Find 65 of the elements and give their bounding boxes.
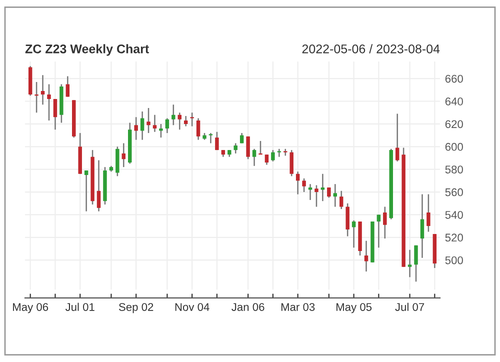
x-tick-label: Jul 01 [65, 302, 94, 311]
x-tick-label: May 06 [13, 303, 48, 314]
y-tick-label: 580 [445, 166, 463, 174]
y-tick-label: 540 [445, 210, 463, 219]
candlestick [165, 118, 170, 134]
candlestick [308, 183, 312, 201]
candlestick [172, 104, 176, 126]
candlestick [376, 214, 381, 248]
x-tick-label: May 05 [336, 303, 372, 314]
candlestick [146, 107, 150, 134]
candlestick [383, 206, 387, 240]
chart-title: ZC Z23 Weekly Chart [25, 44, 149, 56]
candlestick [184, 115, 188, 127]
candlestick [258, 140, 262, 156]
candlestick [314, 184, 318, 208]
candlestick [40, 74, 45, 106]
candlestick [47, 84, 51, 122]
candlestick [53, 98, 58, 130]
x-tick-label: Mar 03 [281, 303, 315, 311]
candlestick [96, 160, 101, 212]
y-tick-label: 620 [445, 120, 463, 128]
x-tick-label: Jan 06 [232, 303, 264, 311]
candlestick [414, 244, 418, 282]
x-tick-label: Sep 02 [118, 303, 154, 314]
candlestick [246, 136, 250, 160]
candlestick [339, 190, 344, 210]
candlestick [66, 76, 70, 98]
y-tick-label: 500 [445, 256, 463, 264]
candlestick [196, 118, 200, 140]
candlestick [215, 131, 219, 151]
candlestick [122, 142, 126, 168]
candlestick [116, 146, 120, 177]
candlestick [320, 173, 325, 202]
candlestick [302, 178, 306, 193]
candlestick [346, 202, 350, 237]
y-tick-label: 600 [445, 142, 463, 151]
candlestick [84, 170, 88, 212]
y-tick-label: 660 [445, 74, 463, 83]
candlestick [178, 112, 182, 130]
candlestick [395, 113, 400, 162]
x-tick-label: Nov 04 [175, 303, 210, 311]
candlestick [420, 194, 424, 258]
y-tick-label: 560 [445, 188, 463, 196]
candlestick [333, 183, 338, 208]
candlestick [252, 148, 256, 167]
candlestick [134, 116, 138, 140]
candlestick [152, 114, 157, 133]
candlestick [190, 112, 194, 127]
candlestick [352, 220, 356, 248]
candlestick [208, 132, 213, 144]
candlestick [34, 81, 38, 114]
candlestick [426, 194, 430, 232]
candlestick [290, 149, 294, 177]
candlestick [271, 149, 275, 162]
candlestick [264, 154, 269, 166]
y-tick-label: 640 [445, 98, 463, 106]
chart-subtitle: 2022-05-06 / 2023-08-04 [302, 44, 440, 54]
candlestick [277, 148, 282, 158]
candlestick [140, 110, 144, 140]
y-tick-label: 520 [445, 234, 463, 242]
x-tick-label: Jul 07 [395, 302, 424, 311]
candlestick [408, 249, 412, 278]
candlestick [159, 123, 163, 138]
candlestick [234, 142, 238, 154]
candlestick [364, 240, 368, 272]
